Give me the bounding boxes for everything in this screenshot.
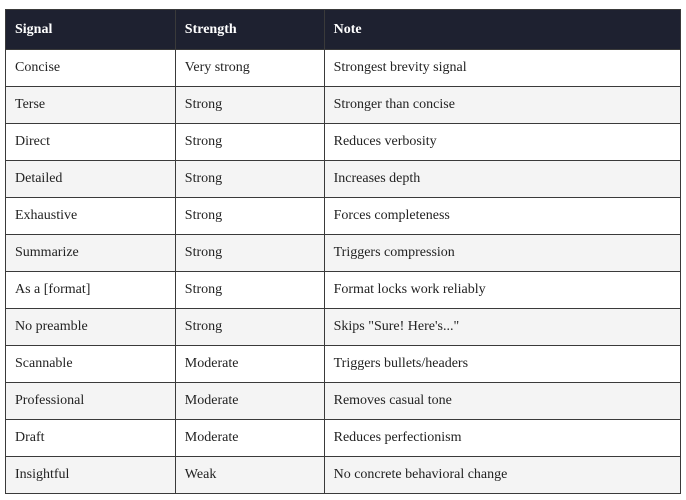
table-row: Concise Very strong Strongest brevity sign… <box>5 49 682 87</box>
table-cell: As a [format] <box>5 271 176 309</box>
table-cell: Strong <box>174 86 325 124</box>
table-cell: Very strong <box>174 49 325 87</box>
table-cell: Draft <box>5 419 176 457</box>
table-row: As a [format] Strong Format locks work rel… <box>5 271 682 309</box>
table-cell: Weak <box>174 456 325 494</box>
table-row: Draft Moderate Reduces perfectionism <box>5 419 682 457</box>
table-cell: Strong <box>174 160 325 198</box>
table-cell: Scannable <box>5 345 176 383</box>
table-row: Detailed Strong Increases depth <box>5 160 682 198</box>
table-cell: Strong <box>174 271 325 309</box>
table-cell: Triggers bullets/headers <box>323 345 682 383</box>
table-row: Terse Strong Stronger than concise <box>5 86 682 124</box>
table-cell: Removes casual tone <box>323 382 682 420</box>
table-cell: Exhaustive <box>5 197 176 235</box>
signal-table: Signal Strength Note Concise Very strong Str… <box>5 9 682 494</box>
table-row: Direct Strong Reduces verbosity <box>5 123 682 161</box>
header-cell: Strength <box>174 9 325 50</box>
table-cell: Direct <box>5 123 176 161</box>
table-cell: Increases depth <box>323 160 682 198</box>
table-header: Signal Strength Note <box>5 9 682 50</box>
table-cell: Terse <box>5 86 176 124</box>
header-cell: Signal <box>5 9 176 50</box>
table-cell: Strong <box>174 123 325 161</box>
table-row: No preamble Strong Skips "Sure! Here's..." <box>5 308 682 346</box>
table-cell: Summarize <box>5 234 176 272</box>
table-cell: Reduces perfectionism <box>323 419 682 457</box>
header-cell: Note <box>323 9 682 50</box>
table-cell: Stronger than concise <box>323 86 682 124</box>
table-cell: Strong <box>174 234 325 272</box>
table-cell: Strong <box>174 197 325 235</box>
table-row: Scannable Moderate Triggers bullets/header… <box>5 345 682 383</box>
table-row: Summarize Strong Triggers compression <box>5 234 682 272</box>
table-cell: Insightful <box>5 456 176 494</box>
table-body: Concise Very strong Strongest brevity sign… <box>5 49 682 494</box>
table-cell: Strongest brevity signal <box>323 49 682 87</box>
table-row: Insightful Weak No concrete behavioral cha… <box>5 456 682 494</box>
table-cell: Moderate <box>174 382 325 420</box>
table-cell: Triggers compression <box>323 234 682 272</box>
table-cell: Professional <box>5 382 176 420</box>
table-cell: Forces completeness <box>323 197 682 235</box>
table-cell: Concise <box>5 49 176 87</box>
table-cell: Format locks work reliably <box>323 271 682 309</box>
table-cell: No concrete behavioral change <box>323 456 682 494</box>
table-row: Exhaustive Strong Forces completeness <box>5 197 682 235</box>
table-cell: No preamble <box>5 308 176 346</box>
header-row: Signal Strength Note <box>5 9 682 50</box>
table-cell: Moderate <box>174 419 325 457</box>
table-cell: Detailed <box>5 160 176 198</box>
table-cell: Strong <box>174 308 325 346</box>
table-cell: Reduces verbosity <box>323 123 682 161</box>
table-cell: Skips "Sure! Here's..." <box>323 308 682 346</box>
table-cell: Moderate <box>174 345 325 383</box>
table-row: Professional Moderate Removes casual tone <box>5 382 682 420</box>
